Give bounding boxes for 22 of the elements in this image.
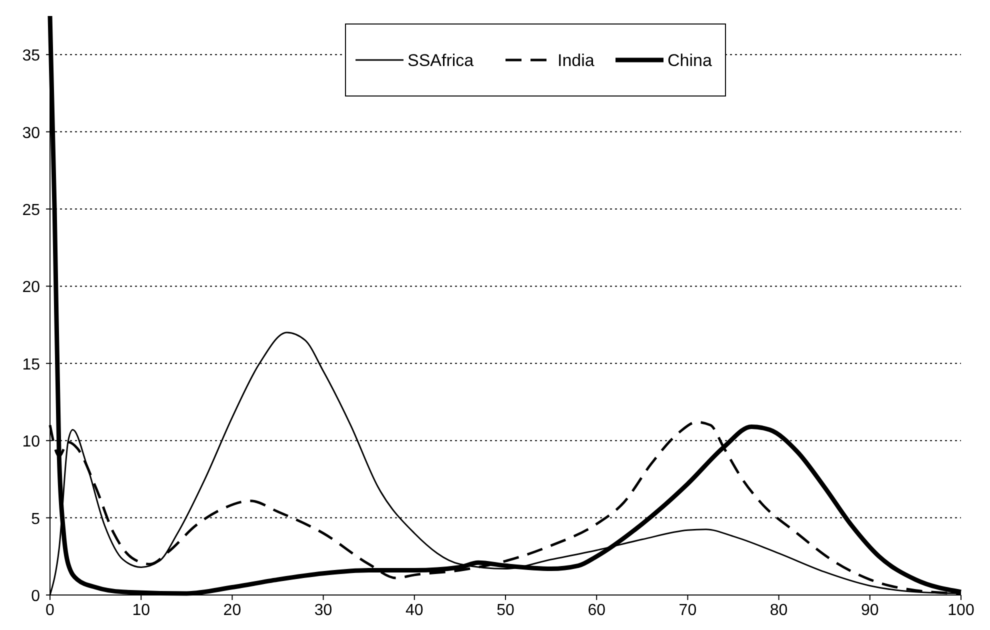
x-tick-label: 10 (132, 602, 150, 619)
legend-label: India (558, 51, 595, 70)
y-tick-label: 0 (31, 588, 40, 605)
x-tick-label: 30 (314, 602, 332, 619)
x-tick-label: 60 (588, 602, 606, 619)
x-tick-label: 100 (948, 602, 974, 619)
y-tick-label: 20 (22, 279, 40, 296)
legend-label: China (668, 51, 712, 70)
y-tick-label: 15 (22, 356, 40, 374)
x-tick-label: 90 (861, 602, 879, 619)
y-tick-label: 35 (22, 48, 40, 65)
x-tick-label: 40 (406, 602, 424, 619)
x-tick-label: 20 (223, 602, 242, 619)
x-tick-label: 70 (678, 602, 697, 619)
y-tick-label: 30 (22, 124, 40, 142)
x-tick-label: 50 (496, 602, 514, 619)
x-tick-label: 0 (46, 602, 55, 619)
y-tick-label: 25 (22, 202, 40, 219)
y-tick-label: 10 (22, 434, 40, 451)
legend-label: SSAfrica (408, 51, 474, 70)
y-tick-label: 5 (31, 510, 40, 528)
x-tick-label: 80 (770, 602, 788, 619)
